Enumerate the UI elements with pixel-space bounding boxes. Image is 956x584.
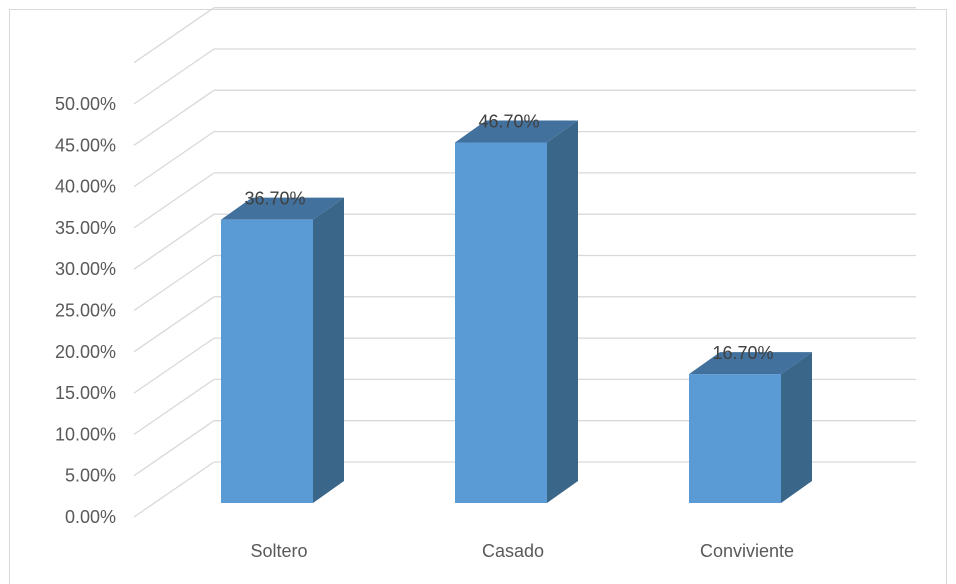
gridline-diagonal [133, 337, 215, 394]
bar-casado [455, 120, 578, 503]
data-label: 36.70% [244, 189, 305, 209]
x-category-label: Conviviente [700, 541, 794, 561]
data-label: 46.70% [478, 111, 539, 131]
gridline-diagonal [133, 7, 215, 64]
gridline-diagonal [133, 172, 215, 229]
bar-side [313, 197, 344, 503]
x-axis-category-labels: Soltero Casado Conviviente [250, 541, 794, 561]
gridline-diagonal [133, 213, 215, 270]
y-tick-label: 20.00% [55, 342, 116, 362]
bar-front [455, 142, 547, 503]
bar-top [689, 352, 812, 375]
y-axis-tick-labels: 0.00% 5.00% 10.00% 15.00% 20.00% 25.00% 30.00%… [55, 94, 116, 527]
bar-soltero [221, 197, 344, 503]
y-tick-label: 40.00% [55, 177, 116, 197]
y-tick-label: 35.00% [55, 218, 116, 238]
bar-side [781, 352, 812, 503]
y-tick-label: 50.00% [55, 94, 116, 114]
x-category-label: Casado [482, 541, 544, 561]
gridline-diagonal [133, 48, 215, 105]
gridline-diagonal [133, 420, 215, 477]
x-category-label: Soltero [250, 541, 307, 561]
y-tick-label: 0.00% [65, 507, 116, 527]
y-tick-label: 5.00% [65, 466, 116, 486]
bar-front [689, 374, 781, 503]
bar-front [221, 219, 313, 503]
bar-side [547, 120, 578, 503]
gridline-diagonal [133, 254, 215, 312]
bar-top [455, 120, 578, 143]
y-tick-label: 30.00% [55, 259, 116, 279]
bar-top [221, 197, 344, 220]
y-tick-label: 25.00% [55, 301, 116, 321]
gridline-diagonal [133, 89, 215, 146]
y-tick-label: 45.00% [55, 135, 116, 155]
y-tick-label: 10.00% [55, 424, 116, 444]
gridline-diagonal [133, 461, 215, 518]
gridline-diagonal [133, 296, 215, 353]
gridline-diagonal [133, 131, 215, 188]
chart-frame [9, 9, 947, 584]
gridline-diagonal [133, 378, 215, 435]
bar-conviviente [689, 352, 812, 503]
data-label: 16.70% [712, 343, 773, 363]
bars [221, 120, 812, 503]
data-labels: 36.70% 46.70% 16.70% [244, 111, 773, 363]
y-tick-label: 15.00% [55, 383, 116, 403]
